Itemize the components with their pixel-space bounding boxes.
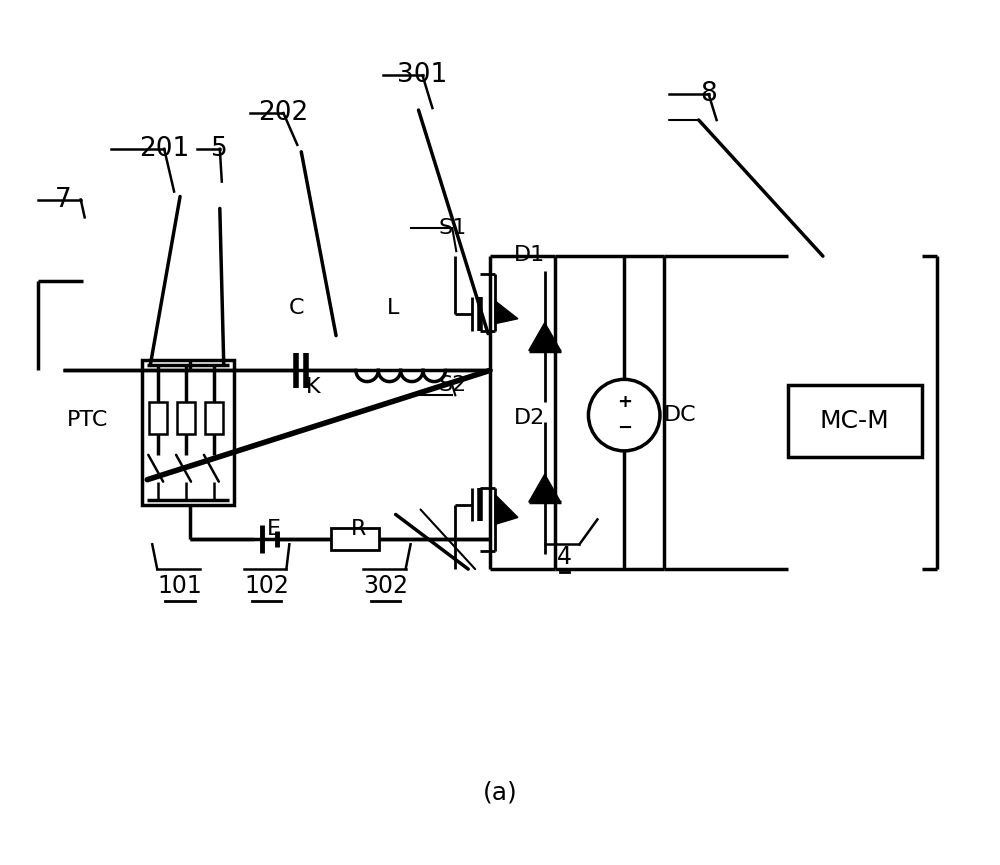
Polygon shape (529, 474, 561, 502)
Text: MC-M: MC-M (820, 409, 890, 433)
Bar (142, 361, 234, 504)
Bar (177, 402, 195, 434)
Text: 201: 201 (139, 136, 189, 162)
Polygon shape (495, 301, 518, 324)
Text: D2: D2 (514, 408, 545, 428)
Text: 301: 301 (397, 62, 448, 88)
Text: S1: S1 (438, 218, 466, 239)
Text: 101: 101 (158, 574, 202, 598)
Text: PTC: PTC (67, 410, 108, 430)
Text: 8: 8 (700, 81, 717, 107)
Bar (788, 385, 922, 457)
Bar (205, 402, 223, 434)
Text: 302: 302 (363, 574, 408, 598)
Text: 7: 7 (54, 187, 71, 213)
Bar (149, 402, 167, 434)
Polygon shape (529, 323, 561, 350)
Bar (331, 529, 379, 550)
Text: −: − (617, 419, 632, 437)
Text: R: R (351, 519, 367, 540)
Text: +: + (617, 394, 632, 411)
Circle shape (588, 380, 660, 451)
Text: C: C (289, 298, 304, 317)
Text: E: E (266, 519, 280, 540)
Text: D1: D1 (514, 245, 545, 266)
Text: S2: S2 (438, 375, 466, 395)
Polygon shape (495, 495, 518, 524)
Text: L: L (387, 298, 399, 317)
Text: 202: 202 (258, 100, 309, 126)
Text: 4: 4 (557, 545, 572, 569)
Text: 5: 5 (211, 136, 228, 162)
Text: (a): (a) (483, 781, 517, 804)
Text: 102: 102 (244, 574, 289, 598)
Text: DC: DC (664, 405, 697, 425)
Text: K: K (306, 377, 321, 397)
